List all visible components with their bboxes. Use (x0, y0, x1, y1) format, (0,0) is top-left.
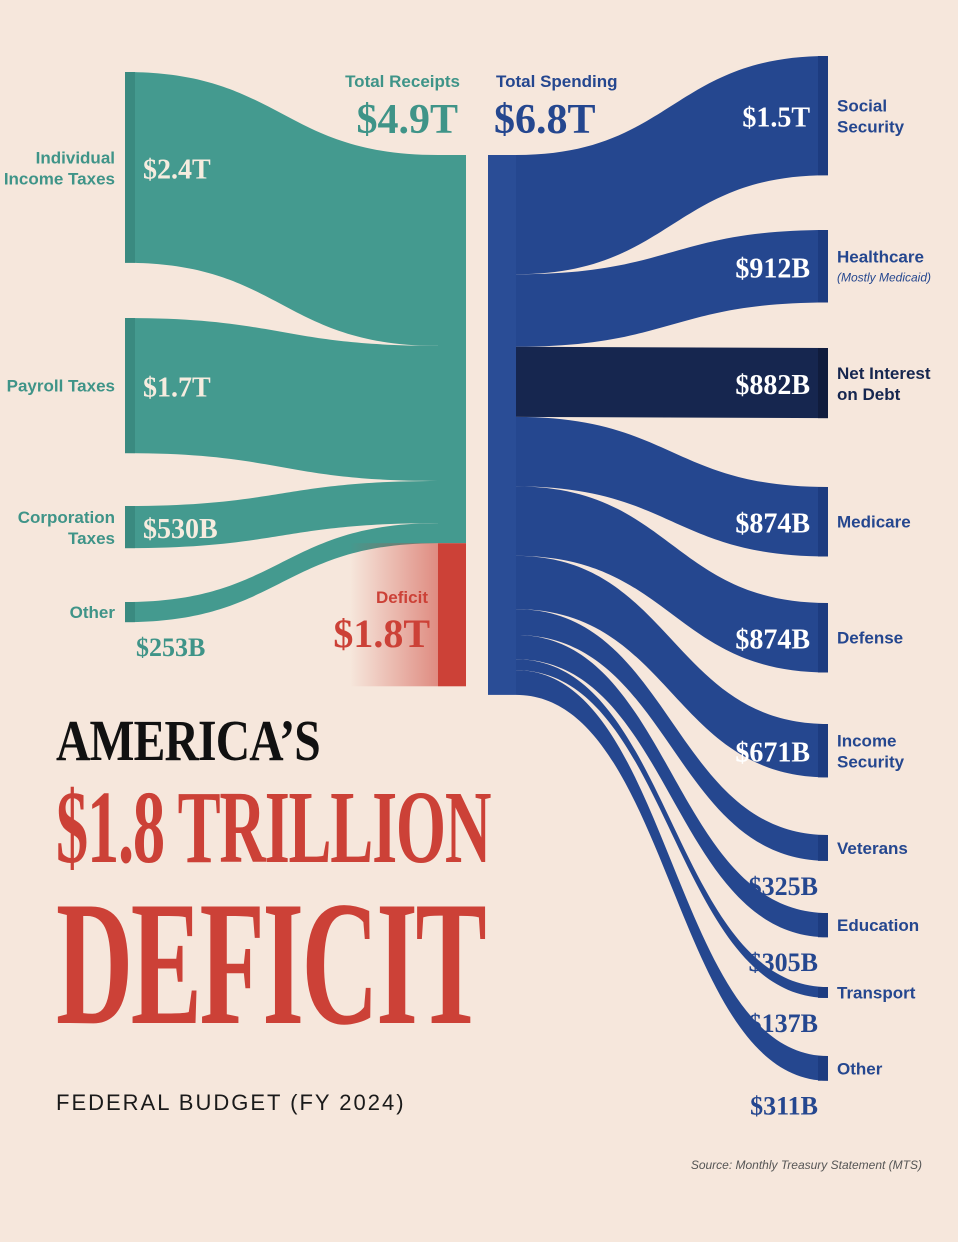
spending-label-transport: Transport (837, 983, 916, 1002)
spending-label-other: Other (837, 1059, 883, 1078)
spending-flow-income-security (516, 555, 828, 778)
title-line-1: AMERICA’S (56, 708, 321, 773)
spending-flow-transport (516, 659, 828, 998)
spending-label-income-security: Security (837, 753, 905, 772)
spending-label-defense: Defense (837, 629, 903, 648)
receipt-bar-payroll-taxes (125, 318, 135, 454)
spending-bar-social-security (818, 56, 828, 176)
spending-value-income-security: $671B (735, 738, 810, 769)
spending-flow-education (516, 635, 828, 938)
receipt-bar-corporation-taxes (125, 506, 135, 549)
spending-label-income-security: Income (837, 732, 897, 751)
spending-value-net-interest-on-debt: $882B (735, 370, 810, 401)
title-line-3: DEFICIT (56, 864, 487, 1062)
spending-label-social-security: Security (837, 118, 905, 137)
receipt-value-payroll-taxes: $1.7T (143, 373, 211, 404)
spending-flow-healthcare (516, 230, 828, 347)
spending-sublabel-healthcare: (Mostly Medicaid) (837, 270, 931, 284)
spending-flow-veterans (516, 609, 828, 861)
spending-flow-social-security (516, 56, 828, 275)
receipt-bar-individual-income-taxes (125, 72, 135, 263)
spending-bar-net-interest-on-debt (818, 348, 828, 419)
deficit-value: $1.8T (333, 611, 430, 656)
deficit-fade (350, 543, 438, 687)
receipts-header-value: $4.9T (356, 97, 458, 143)
source-note: Source: Monthly Treasury Statement (MTS) (690, 1158, 922, 1172)
deficit-label: Deficit (376, 588, 428, 607)
receipt-value-individual-income-taxes: $2.4T (143, 154, 211, 185)
spending-bar-healthcare (818, 230, 828, 303)
receipt-label-payroll-taxes: Payroll Taxes (7, 377, 115, 396)
spending-bar-medicare (818, 487, 828, 557)
receipt-flow-payroll-taxes (125, 318, 438, 481)
subtitle: FEDERAL BUDGET (FY 2024) (56, 1090, 406, 1115)
spending-bar-veterans (818, 835, 828, 861)
receipt-value-corporation-taxes: $530B (143, 514, 218, 545)
spending-bar-education (818, 913, 828, 938)
spending-label-education: Education (837, 916, 919, 935)
spending-value-healthcare: $912B (735, 253, 810, 284)
spending-value-social-security: $1.5T (742, 103, 810, 134)
receipt-label-corporation-taxes: Taxes (68, 529, 115, 548)
spending-bar-defense (818, 603, 828, 673)
receipt-label-individual-income-taxes: Individual (36, 148, 115, 167)
spending-bar-transport (818, 987, 828, 998)
spending-flow-net-interest-on-debt (516, 346, 828, 419)
spending-label-medicare: Medicare (837, 513, 911, 532)
receipt-bar-other (125, 602, 135, 623)
spending-flow-medicare (516, 416, 828, 557)
spending-bar (488, 155, 516, 695)
deficit-bar (438, 543, 466, 687)
spending-label-net-interest-on-debt: on Debt (837, 385, 901, 404)
spending-bar-other (818, 1056, 828, 1081)
spending-flow-defense (516, 486, 828, 673)
receipt-flow-individual-income-taxes (125, 72, 438, 346)
spending-header-value: $6.8T (494, 97, 596, 143)
spending-value-other: $311B (750, 1092, 818, 1121)
spending-value-medicare: $874B (735, 509, 810, 540)
spending-label-healthcare: Healthcare (837, 247, 924, 266)
spending-value-defense: $874B (735, 625, 810, 656)
receipt-label-individual-income-taxes: Income Taxes (4, 169, 115, 188)
receipt-value-other: $253B (136, 633, 205, 662)
receipts-header-label: Total Receipts (345, 72, 460, 91)
receipt-label-corporation-taxes: Corporation (18, 508, 115, 527)
title-block: AMERICA’S $1.8 TRILLION DEFICIT (56, 708, 616, 1062)
spending-bar-income-security (818, 724, 828, 778)
receipts-bar (438, 155, 466, 544)
spending-label-net-interest-on-debt: Net Interest (837, 364, 931, 383)
title-line-2: $1.8 TRILLION (56, 770, 491, 885)
receipt-flow-corporation-taxes (125, 480, 438, 549)
spending-flow-other (516, 670, 828, 1081)
receipt-label-other: Other (70, 603, 116, 622)
spending-label-social-security: Social (837, 97, 887, 116)
spending-header-label: Total Spending (496, 72, 618, 91)
spending-label-veterans: Veterans (837, 839, 908, 858)
